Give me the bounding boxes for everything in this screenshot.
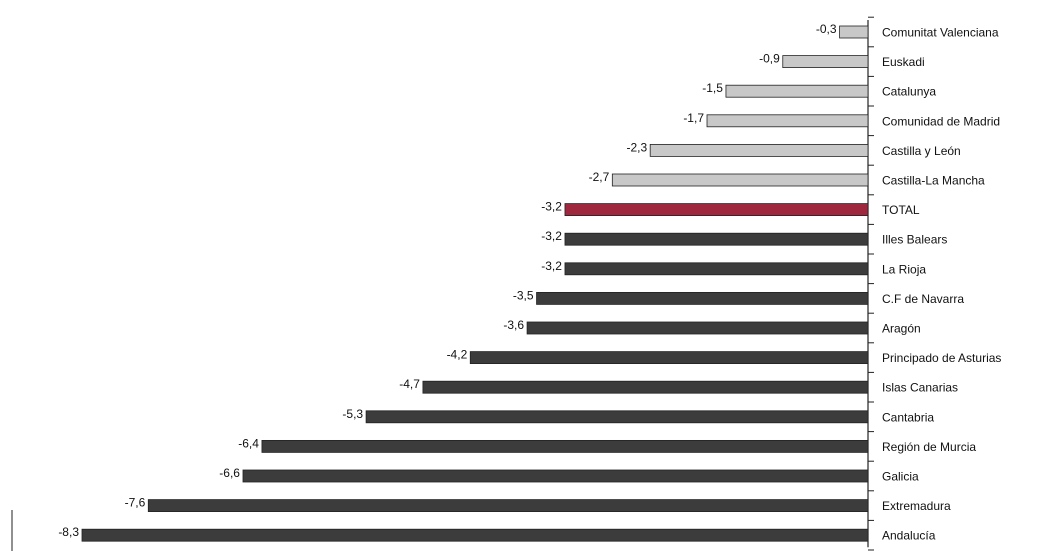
bar-catalunya — [725, 84, 869, 98]
bar-galicia — [242, 469, 869, 483]
value-label: -4,7 — [399, 377, 420, 391]
value-label: -3,5 — [513, 288, 534, 302]
value-label: -8,3 — [58, 525, 79, 539]
bar-principado-de-asturias — [469, 351, 869, 365]
bar-illes-balears — [564, 232, 869, 246]
value-label: -7,6 — [125, 496, 146, 510]
category-label: Illes Balears — [882, 233, 947, 247]
bar-euskadi — [782, 55, 869, 68]
category-label: Castilla y León — [882, 144, 961, 158]
value-label: -6,4 — [238, 436, 259, 450]
value-label: -3,6 — [503, 318, 524, 332]
bar-castilla-y-le-n — [649, 143, 869, 157]
bar-cantabria — [365, 410, 869, 424]
value-label: -1,5 — [702, 81, 723, 95]
category-label: Euskadi — [882, 55, 925, 69]
value-label: -2,7 — [589, 170, 610, 184]
value-label: -6,6 — [219, 466, 240, 480]
category-label: Aragón — [882, 322, 921, 336]
category-label: Andalucía — [882, 529, 936, 543]
value-label: -5,3 — [342, 407, 363, 421]
category-label: TOTAL — [882, 203, 920, 217]
category-label: La Rioja — [882, 262, 926, 276]
category-label: Cantabria — [882, 410, 934, 424]
bar-castilla-la-mancha — [611, 173, 869, 187]
category-label: C.F de Navarra — [882, 292, 964, 306]
value-label: -1,7 — [683, 111, 704, 125]
bar-arag-n — [526, 321, 869, 335]
bar-andaluc-a — [81, 528, 869, 542]
category-label: Catalunya — [882, 85, 936, 99]
category-label: Comunitat Valenciana — [882, 26, 999, 40]
axis-layer — [11, 16, 874, 551]
bar-islas-canarias — [422, 380, 869, 394]
bar-total — [564, 203, 869, 217]
bar-la-rioja — [564, 262, 869, 276]
bar-regi-n-de-murcia — [261, 439, 869, 453]
value-label: -3,2 — [541, 200, 562, 214]
category-label: Comunidad de Madrid — [882, 114, 1000, 128]
value-label: -3,2 — [541, 229, 562, 243]
category-label: Galicia — [882, 470, 919, 484]
value-label: -0,9 — [759, 52, 780, 66]
bars-layer — [81, 25, 869, 542]
category-label: Principado de Asturias — [882, 351, 1001, 365]
bar-extremadura — [147, 499, 869, 513]
bar-c-f-de-navarra — [536, 291, 869, 305]
labels-layer: -0,3 Comunitat Valenciana -0,9 Euskadi -1,5 C… — [58, 22, 1001, 543]
value-label: -4,2 — [447, 348, 468, 362]
category-label: Islas Canarias — [882, 381, 958, 395]
value-label: -0,3 — [816, 22, 837, 36]
value-label: -3,2 — [541, 259, 562, 273]
category-label: Extremadura — [882, 499, 951, 513]
bar-comunidad-de-madrid — [706, 114, 869, 128]
category-label: Castilla-La Mancha — [882, 174, 985, 188]
bar-comunitat-valenciana — [839, 25, 869, 39]
category-label: Región de Murcia — [882, 440, 976, 454]
value-label: -2,3 — [627, 140, 648, 154]
